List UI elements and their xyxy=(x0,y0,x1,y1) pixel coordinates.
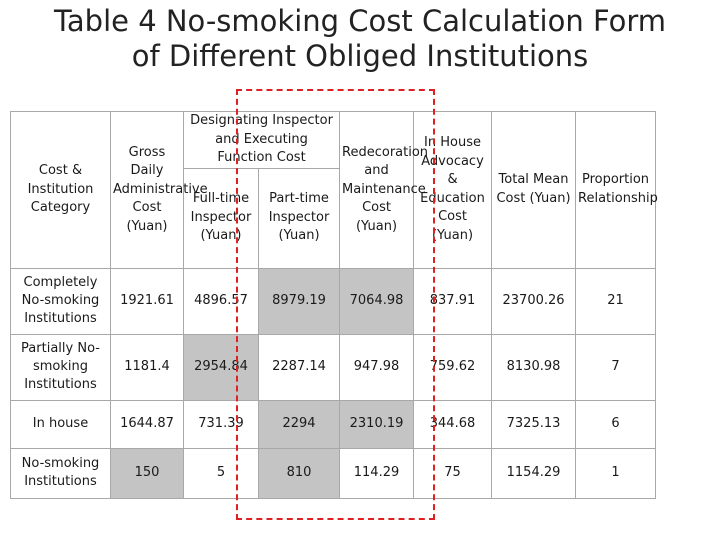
header-designating: Designating Inspector and Executing Func… xyxy=(182,111,341,169)
page-title: Table 4 No-smoking Cost Calculation Form… xyxy=(0,4,720,74)
row-category: In house xyxy=(10,399,111,449)
header-category: Cost & Institution Category xyxy=(10,111,111,269)
cell-proportion: 1 xyxy=(575,447,657,499)
cell-advocacy: 75 xyxy=(413,447,493,499)
cell-gross: 1921.61 xyxy=(110,267,184,335)
header-part-time: Part-time Inspector (Yuan) xyxy=(257,167,341,269)
cell-redecoration: 947.98 xyxy=(339,333,415,401)
cell-redecoration: 2310.19 xyxy=(339,399,415,449)
cell-proportion: 21 xyxy=(575,267,657,335)
cell-advocacy: 759.62 xyxy=(413,333,493,401)
table-row: Partially No-smoking Institutions 1181.4… xyxy=(10,333,657,401)
row-category: Completely No-smoking Institutions xyxy=(10,267,111,335)
header-total: Total Mean Cost (Yuan) xyxy=(491,111,577,269)
cell-total: 8130.98 xyxy=(491,333,577,401)
table-row: No-smoking Institutions 150 5 810 114.29… xyxy=(10,447,657,499)
cell-redecoration: 114.29 xyxy=(339,447,415,499)
table-row: In house 1644.87 731.39 2294 2310.19 344… xyxy=(10,399,657,449)
header-proportion: Proportion Relationship xyxy=(575,111,658,269)
cell-proportion: 6 xyxy=(575,399,657,449)
cell-redecoration: 7064.98 xyxy=(339,267,415,335)
cell-part-time: 2294 xyxy=(257,399,341,449)
title-line-1: Table 4 No-smoking Cost Calculation Form xyxy=(53,4,667,38)
row-category: Partially No-smoking Institutions xyxy=(10,333,111,401)
cell-part-time: 8979.19 xyxy=(257,267,341,335)
cell-total: 7325.13 xyxy=(491,399,577,449)
header-advocacy: In House Advocacy & Education Cost (Yuan… xyxy=(413,111,493,269)
header-redecoration: Redecoration and Maintenance Cost (Yuan) xyxy=(339,111,428,269)
cell-gross: 1644.87 xyxy=(110,399,184,449)
cell-advocacy: 344.68 xyxy=(413,399,493,449)
header-gross: Gross Daily Administrative Cost (Yuan) xyxy=(110,111,208,269)
table-row: Completely No-smoking Institutions 1921.… xyxy=(10,267,657,335)
header-full-time: Full-time Inspector (Yuan) xyxy=(183,167,259,269)
cell-part-time: 810 xyxy=(257,447,341,499)
cell-part-time: 2287.14 xyxy=(257,333,341,401)
cell-gross: 1181.4 xyxy=(110,333,184,401)
cell-total: 1154.29 xyxy=(491,447,577,499)
cell-full-time: 2954.84 xyxy=(183,333,259,401)
cell-total: 23700.26 xyxy=(491,267,577,335)
cost-table: Cost & Institution Category Gross Daily … xyxy=(10,111,658,499)
cell-gross: 150 xyxy=(110,447,184,499)
cell-proportion: 7 xyxy=(575,333,657,401)
row-category: No-smoking Institutions xyxy=(10,447,111,499)
cell-full-time: 5 xyxy=(183,447,259,499)
title-line-2: of Different Obliged Institutions xyxy=(131,39,589,73)
cell-full-time: 4896.57 xyxy=(183,267,259,335)
cell-advocacy: 837.91 xyxy=(413,267,493,335)
cell-full-time: 731.39 xyxy=(183,399,259,449)
